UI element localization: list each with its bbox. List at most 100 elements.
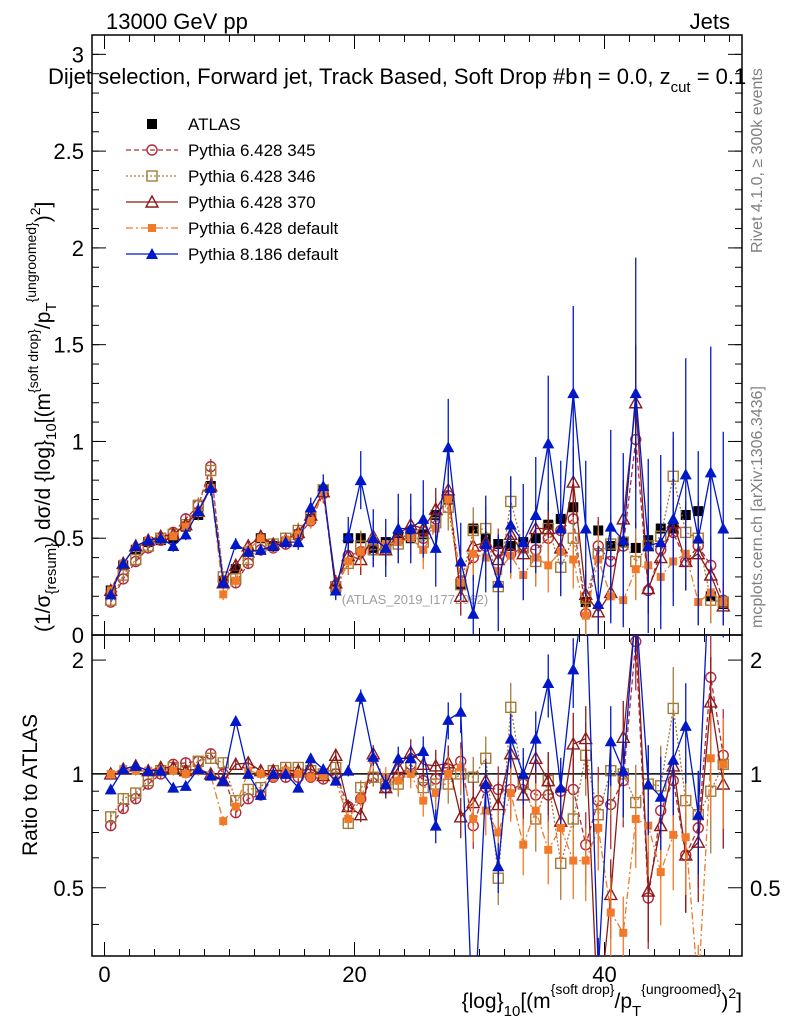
data-point	[717, 522, 730, 534]
ylabel-main-part5: )	[32, 215, 55, 222]
xlabel-sub-T: T	[632, 1003, 641, 1020]
subtitle: Dijet selection, Forward jet, Track Base…	[48, 64, 746, 96]
data-point	[617, 764, 630, 776]
legend-entry-pythia-6-428-346: Pythia 6.428 346	[126, 167, 316, 186]
legend-label: Pythia 6.428 346	[188, 167, 316, 186]
data-point	[517, 767, 530, 779]
y-axis-label-main: (1/σ{resum}) dσ/d {log}10[(m{soft drop}/…	[23, 202, 60, 632]
y-tick-label: 1	[72, 429, 84, 454]
data-point	[344, 557, 353, 566]
data-point	[154, 764, 167, 776]
data-point	[392, 752, 405, 764]
data-point	[669, 830, 678, 839]
data-point	[642, 539, 655, 551]
data-point	[130, 787, 142, 799]
rivet-label: Rivet 4.1.0, ≥ 300k events	[749, 68, 766, 253]
data-point	[679, 719, 692, 731]
data-point	[169, 766, 178, 775]
data-point	[231, 576, 240, 585]
data-point	[304, 501, 317, 513]
data-point	[204, 481, 217, 493]
data-point	[469, 549, 478, 558]
data-point	[279, 536, 292, 548]
data-point	[667, 753, 680, 765]
data-point	[117, 792, 129, 805]
data-point	[444, 495, 453, 504]
data-point	[217, 757, 229, 769]
data-point	[416, 756, 431, 771]
mcplots-label: mcplots.cern.ch [arXiv:1306.3436]	[749, 386, 766, 628]
data-point	[544, 561, 553, 570]
data-point	[256, 769, 265, 778]
data-point	[105, 811, 117, 823]
data-point	[541, 773, 556, 787]
xlabel-part3: /p	[614, 990, 632, 1013]
data-point	[367, 750, 380, 762]
data-point	[581, 611, 590, 620]
data-point	[544, 845, 553, 854]
data-point	[569, 856, 578, 865]
data-point	[379, 778, 392, 790]
xlabel-sup-2: 2	[728, 985, 736, 1001]
subtitle-end: = 0.1	[691, 64, 747, 89]
data-point	[692, 808, 705, 820]
data-point	[117, 557, 130, 569]
y-tick-label: 2.5	[53, 139, 84, 164]
series-line	[110, 757, 724, 956]
data-point	[469, 814, 478, 823]
series-pythia-6-428-345	[105, 635, 729, 949]
x-tick-label: 20	[342, 962, 366, 987]
xlabel-sup-ungroomed: {ungroomed}	[641, 981, 722, 997]
data-point	[517, 536, 530, 548]
data-point	[356, 547, 365, 556]
data-point	[392, 522, 405, 534]
data-point	[492, 860, 505, 872]
series-pythia-8-186-default	[104, 257, 730, 635]
data-point	[494, 828, 503, 837]
data-point	[594, 823, 603, 832]
legend-entry-atlas: ATLAS	[147, 115, 241, 134]
data-point	[428, 758, 443, 772]
data-point	[567, 387, 580, 399]
data-point	[444, 769, 453, 778]
data-point	[292, 781, 305, 793]
data-point	[431, 789, 440, 798]
ylabel-main-part1: (1/σ	[32, 594, 55, 632]
data-point	[354, 474, 367, 486]
data-point	[319, 771, 328, 780]
legend-label: Pythia 6.428 370	[188, 193, 316, 212]
data-point	[306, 773, 315, 782]
data-point	[328, 747, 343, 762]
ylabel-main-part6: ]	[32, 202, 55, 208]
data-point	[467, 771, 479, 783]
y-tick-label-right: 2	[750, 648, 762, 673]
data-point	[192, 505, 205, 517]
ylabel-main-sup-ungroomed: {ungroomed}	[23, 222, 39, 303]
data-point	[631, 565, 640, 574]
data-point	[228, 756, 243, 771]
data-point	[454, 555, 467, 567]
data-point	[317, 479, 330, 491]
data-point	[404, 752, 417, 764]
data-point	[417, 744, 430, 756]
y-tick-label: 2	[72, 236, 84, 261]
ylabel-main-part3: [(m	[32, 393, 55, 423]
series-line	[110, 707, 724, 879]
legend-entry-pythia-6-428-default: Pythia 6.428 default	[126, 219, 339, 238]
data-point	[292, 536, 305, 548]
data-point	[667, 702, 679, 715]
legend-entry-pythia-8-186-default: Pythia 8.186 default	[126, 245, 339, 264]
data-point	[129, 539, 142, 551]
data-point	[641, 883, 656, 897]
data-point	[566, 736, 581, 750]
data-point	[505, 701, 517, 714]
data-point	[142, 764, 155, 776]
data-point	[542, 437, 555, 449]
data-point	[531, 806, 540, 815]
legend-entry-pythia-6-428-345: Pythia 6.428 345	[126, 141, 316, 160]
series-line	[110, 470, 724, 603]
ratio-axis-ticks: 0.5 0.51 12 20 20 40	[53, 635, 781, 987]
data-point	[642, 778, 655, 790]
data-point	[419, 796, 428, 805]
subtitle-main: Dijet selection, Forward jet, Track Base…	[48, 64, 577, 89]
